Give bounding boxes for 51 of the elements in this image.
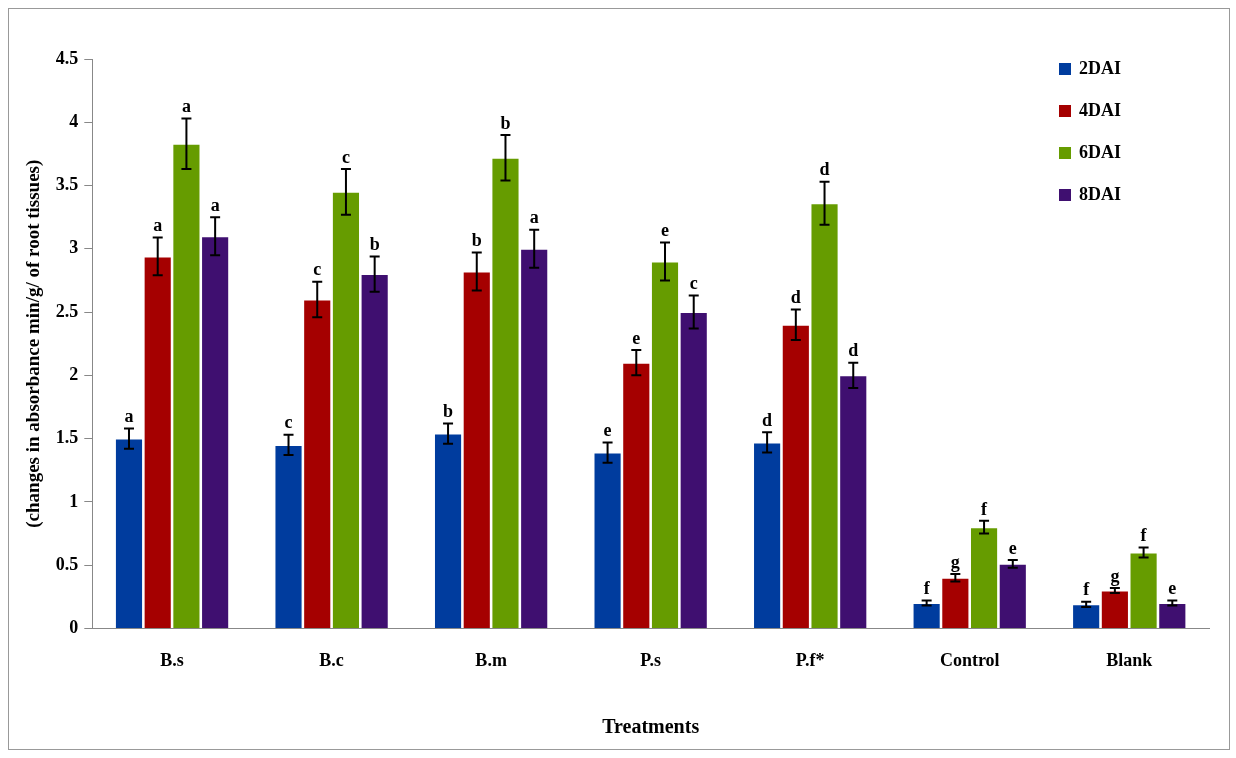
y-tick-label: 2 bbox=[69, 363, 79, 384]
data-label: f bbox=[1140, 525, 1148, 546]
data-label: a bbox=[124, 406, 134, 427]
data-label: e bbox=[603, 420, 612, 441]
x-tick-label: B.s bbox=[160, 649, 184, 670]
x-tick-label: P.f* bbox=[795, 649, 825, 670]
data-label: c bbox=[341, 146, 350, 167]
data-label: b bbox=[471, 230, 482, 251]
legend-label: 8DAI bbox=[1079, 183, 1122, 204]
y-tick-label: 4.5 bbox=[55, 47, 79, 68]
data-label: g bbox=[1110, 565, 1120, 586]
data-label: a bbox=[153, 215, 163, 236]
legend-label: 4DAI bbox=[1079, 99, 1122, 120]
x-tick-label: B.c bbox=[319, 649, 344, 670]
y-tick-label: 1.5 bbox=[55, 427, 79, 448]
data-label: a bbox=[529, 207, 539, 228]
data-label: d bbox=[790, 287, 801, 308]
data-label: d bbox=[848, 340, 859, 361]
y-tick-label: 3 bbox=[69, 237, 79, 258]
data-label: f bbox=[981, 498, 989, 519]
y-tick-label: 0.5 bbox=[55, 553, 79, 574]
data-label: e bbox=[632, 327, 641, 348]
data-label: g bbox=[950, 551, 960, 572]
data-label: b bbox=[369, 234, 380, 255]
data-label: c bbox=[313, 259, 322, 280]
data-label: c bbox=[284, 412, 293, 433]
data-label: e bbox=[661, 220, 670, 241]
data-label: b bbox=[500, 112, 511, 133]
y-axis-title: (changes in absorbance min/g/ of root tissues) bbox=[22, 159, 45, 528]
data-label: a bbox=[210, 194, 220, 215]
y-tick-label: 0 bbox=[69, 617, 79, 638]
y-tick-label: 1 bbox=[69, 490, 79, 511]
data-label: e bbox=[1168, 578, 1177, 599]
data-label: d bbox=[819, 159, 830, 180]
x-tick-label: Blank bbox=[1106, 649, 1153, 670]
data-label: f bbox=[1083, 579, 1091, 600]
data-label: c bbox=[689, 273, 698, 294]
y-tick-label: 2.5 bbox=[55, 300, 79, 321]
legend-label: 2DAI bbox=[1079, 57, 1122, 78]
x-tick-label: P.s bbox=[640, 649, 662, 670]
data-label: b bbox=[443, 401, 454, 422]
data-label: d bbox=[762, 409, 773, 430]
data-label: f bbox=[923, 578, 931, 599]
x-tick-label: B.m bbox=[475, 649, 507, 670]
y-tick-label: 4 bbox=[69, 110, 79, 131]
data-label: a bbox=[181, 96, 191, 117]
legend-label: 6DAI bbox=[1079, 141, 1122, 162]
y-tick-label: 3.5 bbox=[55, 174, 79, 195]
x-axis-title: Treatments bbox=[602, 715, 700, 738]
x-tick-label: Control bbox=[939, 649, 1000, 670]
data-label: e bbox=[1008, 537, 1017, 558]
